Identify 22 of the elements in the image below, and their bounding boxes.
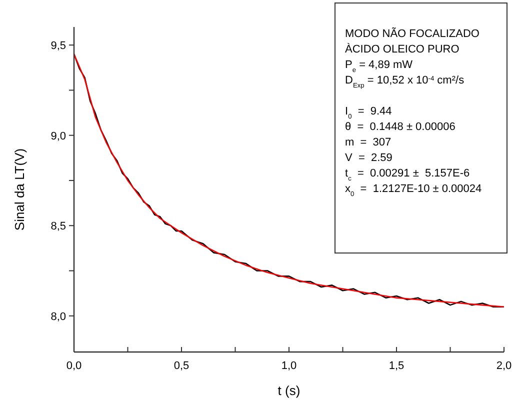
annotation: θ = 0.1448 ± 0.00006	[345, 121, 456, 133]
x-tick-label: 2,0	[496, 360, 512, 372]
annotation: D$_{Exp}$ = 10,52 x 10$^{-4}$ cm²/s	[345, 74, 465, 89]
y-tick-label: 9,0	[50, 130, 66, 142]
annotation: V = 2.59	[345, 152, 392, 164]
y-tick-label: 8,0	[50, 310, 66, 323]
annotation: x$_{0}$ = 1.2127E-10 ± 0.00024	[345, 183, 482, 198]
x-axis-title: t (s)	[278, 383, 300, 398]
annotation: I$_{0}$ = 9.44	[345, 106, 392, 120]
annotation: MODO NÃO FOCALIZADO	[345, 27, 480, 40]
y-axis-title: Sinal da LT(V)	[12, 148, 27, 231]
y-tick-label: 9,5	[50, 40, 66, 52]
x-tick-label: 0,5	[174, 360, 190, 372]
annotation: t$_{c}$ = 0.00291 ± 5.157E-6	[345, 168, 470, 182]
y-tick-label: 8,5	[50, 220, 66, 233]
line-series	[73, 53, 505, 308]
x-tick-label: 1,5	[388, 360, 404, 372]
x-tick-label: 0,0	[66, 360, 82, 372]
annotation: m = 307	[345, 136, 392, 148]
annotation: P$_{e}$ = 4,89 mW	[345, 59, 414, 74]
annotation: ÀCIDO OLEICO PURO	[345, 42, 460, 56]
x-tick-label: 1,0	[281, 360, 297, 372]
